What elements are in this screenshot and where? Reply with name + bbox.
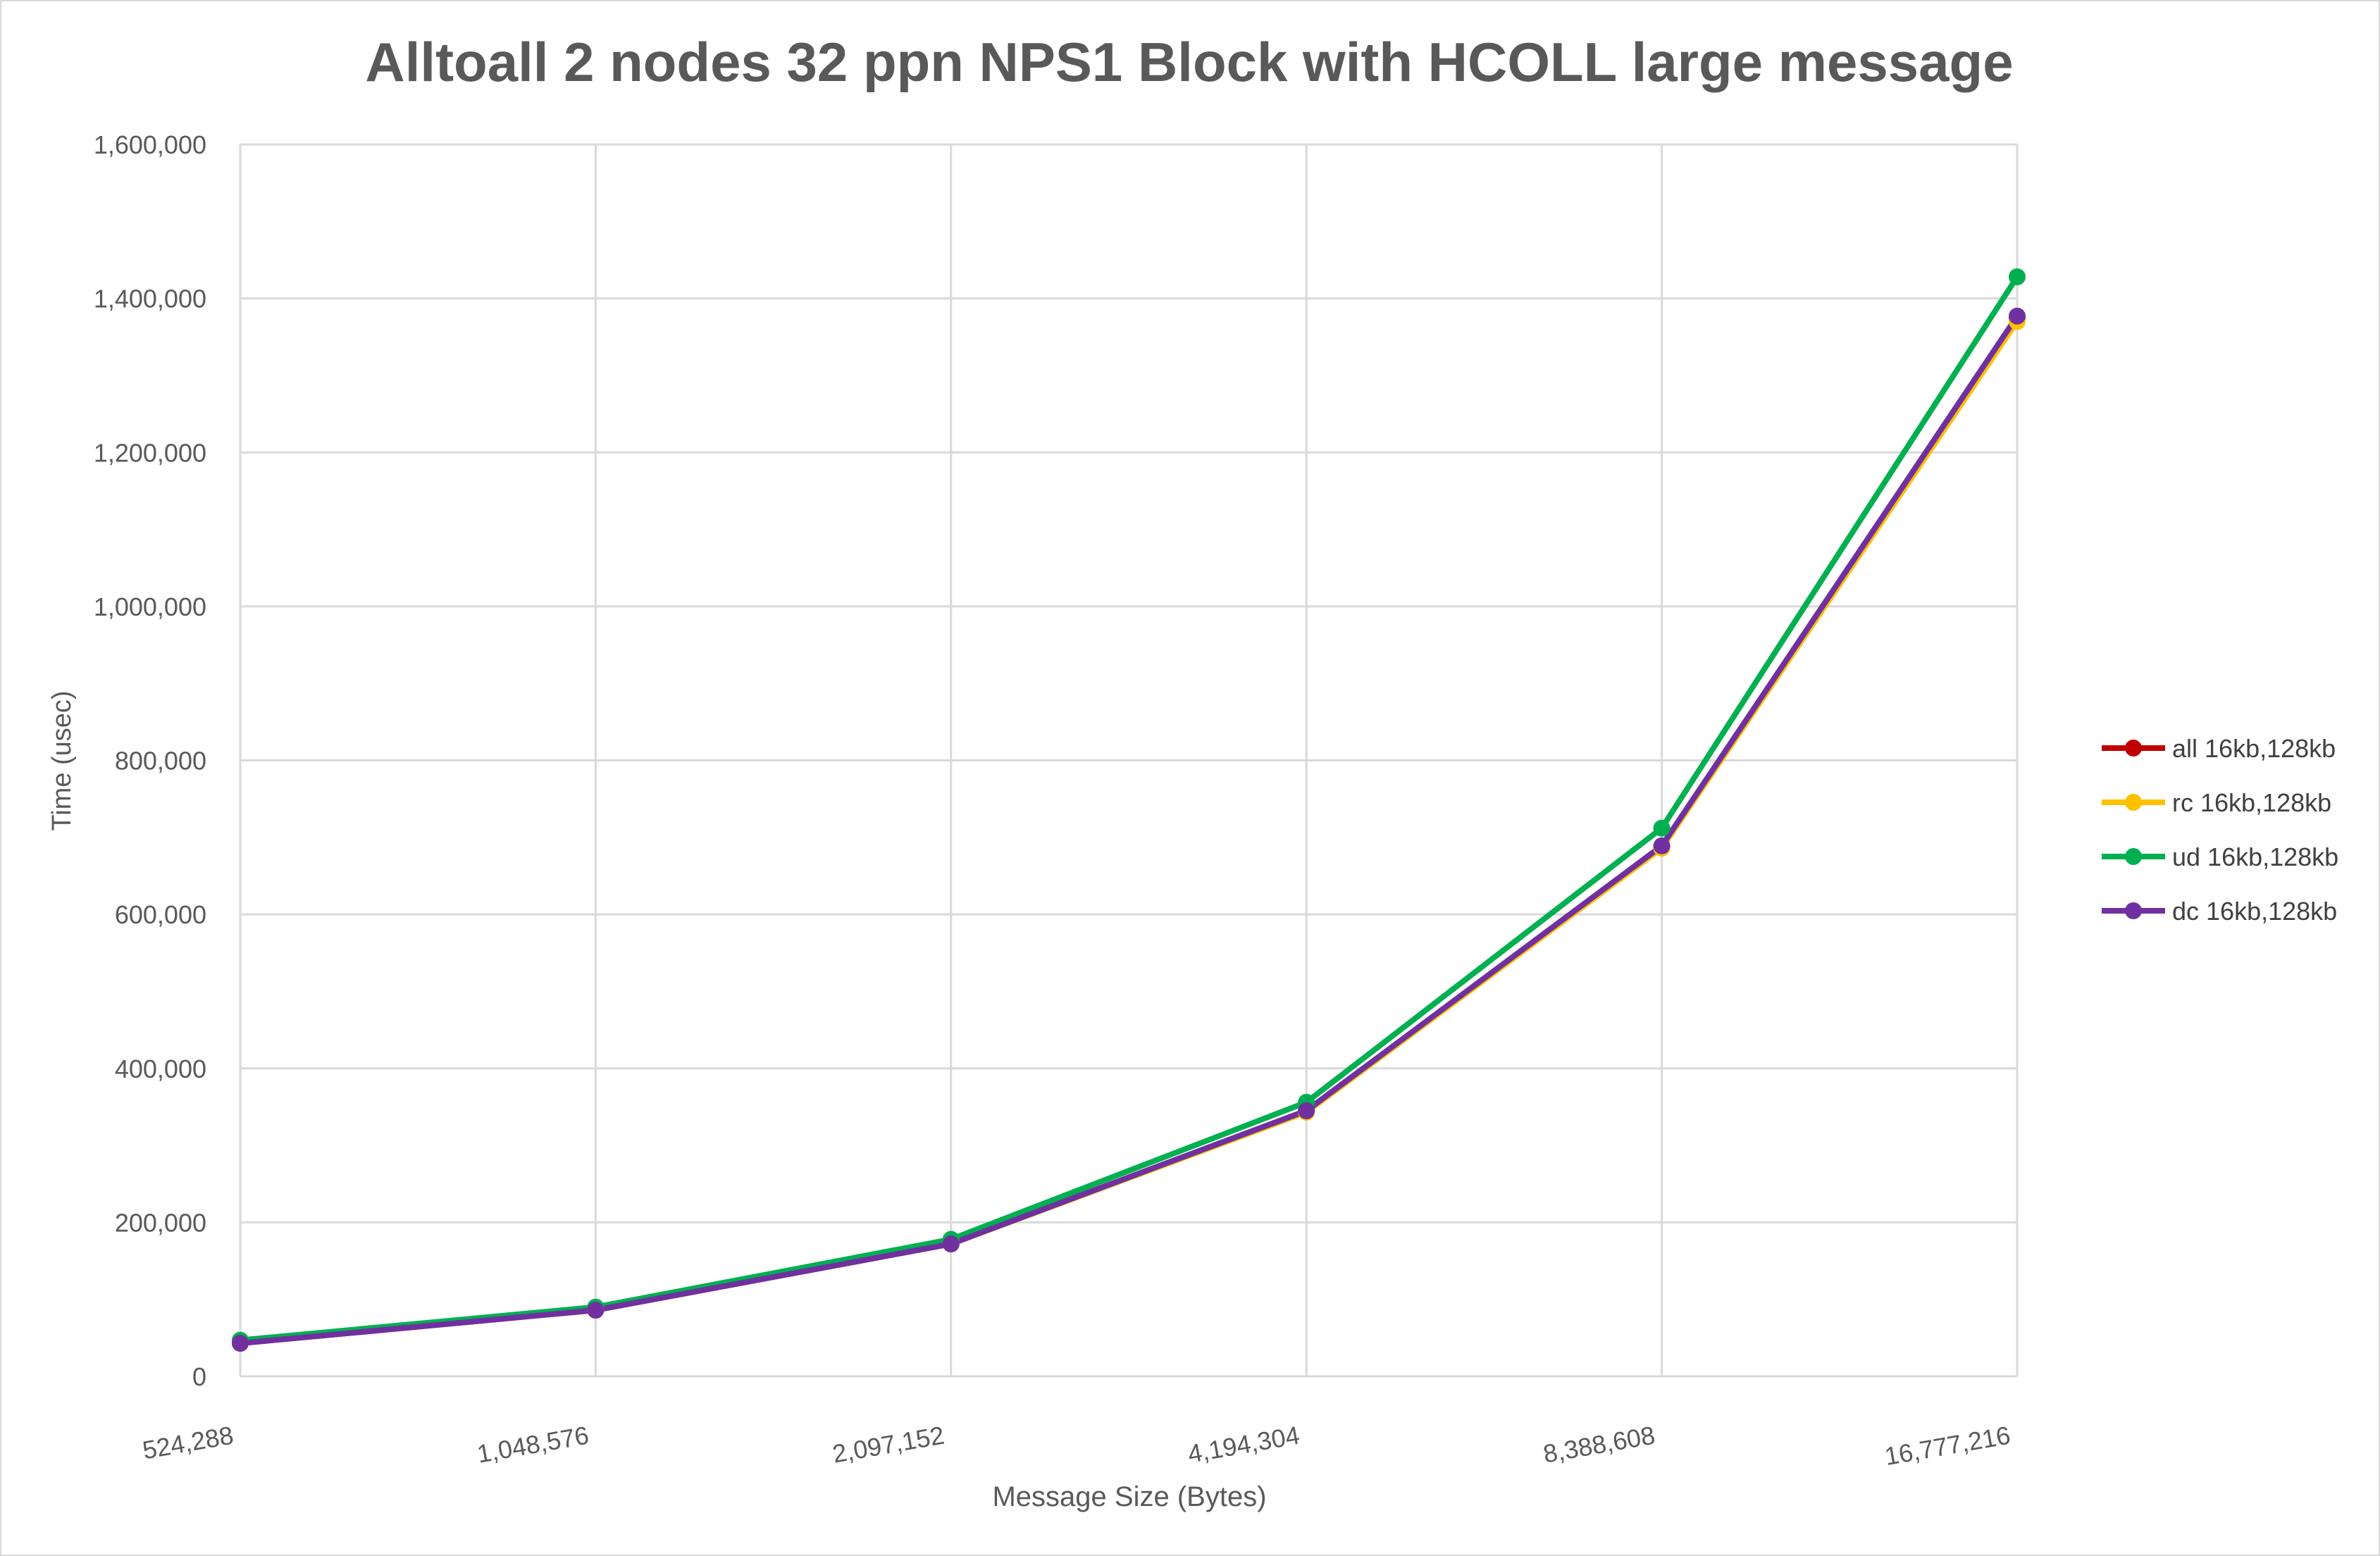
y-tick-label: 1,200,000 [94,438,206,467]
series-line-3 [237,313,2020,1346]
y-tick-label: 200,000 [115,1208,206,1237]
x-axis-ticks: 524,288 1,048,576 2,097,152 4,194,304 8,388,… [140,1421,2012,1471]
y-tick-label: 1,600,000 [94,130,206,159]
legend-label-3: dc 16kb,128kb [2172,897,2337,926]
x-tick-label: 4,194,304 [1186,1421,1302,1469]
series-lines [237,274,2020,1346]
series-line-0 [237,314,2020,1346]
series-markers [232,268,2026,1352]
legend: all 16kb,128kb rc 16kb,128kb ud 16kb,128kb… [2102,734,2338,926]
x-tick-label: 1,048,576 [475,1421,591,1469]
x-tick-label: 16,777,216 [1883,1421,2013,1471]
y-tick-label: 0 [192,1362,206,1391]
y-tick-label: 1,000,000 [94,592,206,621]
data-point-3-1 [587,1301,605,1319]
y-axis-ticks: 0 200,000 400,000 600,000 800,000 1,000,000 1,… [94,130,206,1391]
data-point-3-3 [1298,1102,1315,1119]
series-line-2 [237,274,2020,1343]
x-tick-label: 2,097,152 [830,1421,946,1469]
legend-marker-2 [2125,848,2142,865]
y-tick-label: 800,000 [115,747,206,776]
legend-marker-0 [2125,740,2142,757]
legend-label-0: all 16kb,128kb [2172,734,2336,763]
data-point-3-0 [232,1334,249,1352]
data-point-3-4 [1653,837,1671,854]
x-tick-label: 524,288 [140,1421,235,1465]
data-point-2-5 [2009,268,2026,286]
legend-label-1: rc 16kb,128kb [2172,788,2331,817]
series-line-1 [237,318,2020,1346]
data-point-3-2 [942,1235,960,1252]
data-point-3-5 [2009,307,2026,325]
x-tick-label: 8,388,608 [1541,1421,1657,1469]
legend-label-2: ud 16kb,128kb [2172,842,2338,871]
y-tick-label: 400,000 [115,1054,206,1083]
gridlines [239,143,2019,1378]
legend-marker-1 [2125,794,2142,811]
y-axis-label: Time (usec) [47,690,77,830]
y-tick-label: 600,000 [115,900,206,929]
x-axis-label: Message Size (Bytes) [992,1481,1266,1512]
legend-marker-3 [2125,902,2142,919]
chart-title: Alltoall 2 nodes 32 ppn NPS1 Block with … [365,31,2013,93]
data-point-2-4 [1653,819,1671,837]
y-tick-label: 1,400,000 [94,285,206,313]
